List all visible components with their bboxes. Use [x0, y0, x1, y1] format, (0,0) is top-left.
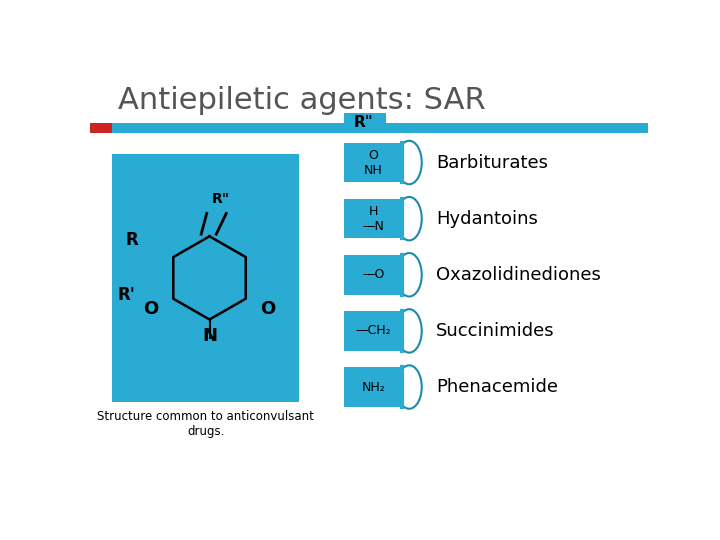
Text: Barbiturates: Barbiturates [436, 153, 548, 172]
Bar [112, 123, 648, 133]
Text: Hydantoins: Hydantoins [436, 210, 538, 228]
Text: Oxazolidinediones: Oxazolidinediones [436, 266, 600, 284]
Text: R: R [125, 232, 138, 249]
Bar [344, 311, 402, 350]
Bar [344, 255, 402, 294]
Text: R": R" [212, 192, 230, 206]
Text: Structure common to anticonvulsant
drugs.: Structure common to anticonvulsant drugs… [97, 410, 314, 438]
Text: O: O [261, 300, 276, 318]
Text: Antiepiletic agents: SAR: Antiepiletic agents: SAR [118, 85, 486, 114]
Bar [90, 123, 112, 133]
Text: N: N [202, 327, 217, 345]
Bar [344, 199, 402, 238]
Text: O: O [143, 300, 158, 318]
Bar [344, 143, 402, 183]
Text: —CH₂: —CH₂ [356, 325, 391, 338]
Text: —O: —O [362, 268, 384, 281]
Bar [344, 113, 386, 133]
Text: R": R" [354, 114, 373, 130]
Text: O
NH: O NH [364, 148, 382, 177]
Text: H
—N: H —N [362, 205, 384, 233]
Text: NH₂: NH₂ [361, 381, 385, 394]
Bar [344, 367, 402, 407]
Bar [112, 154, 300, 402]
Text: Phenacemide: Phenacemide [436, 378, 558, 396]
Text: R': R' [117, 286, 135, 303]
Text: Succinimides: Succinimides [436, 322, 554, 340]
